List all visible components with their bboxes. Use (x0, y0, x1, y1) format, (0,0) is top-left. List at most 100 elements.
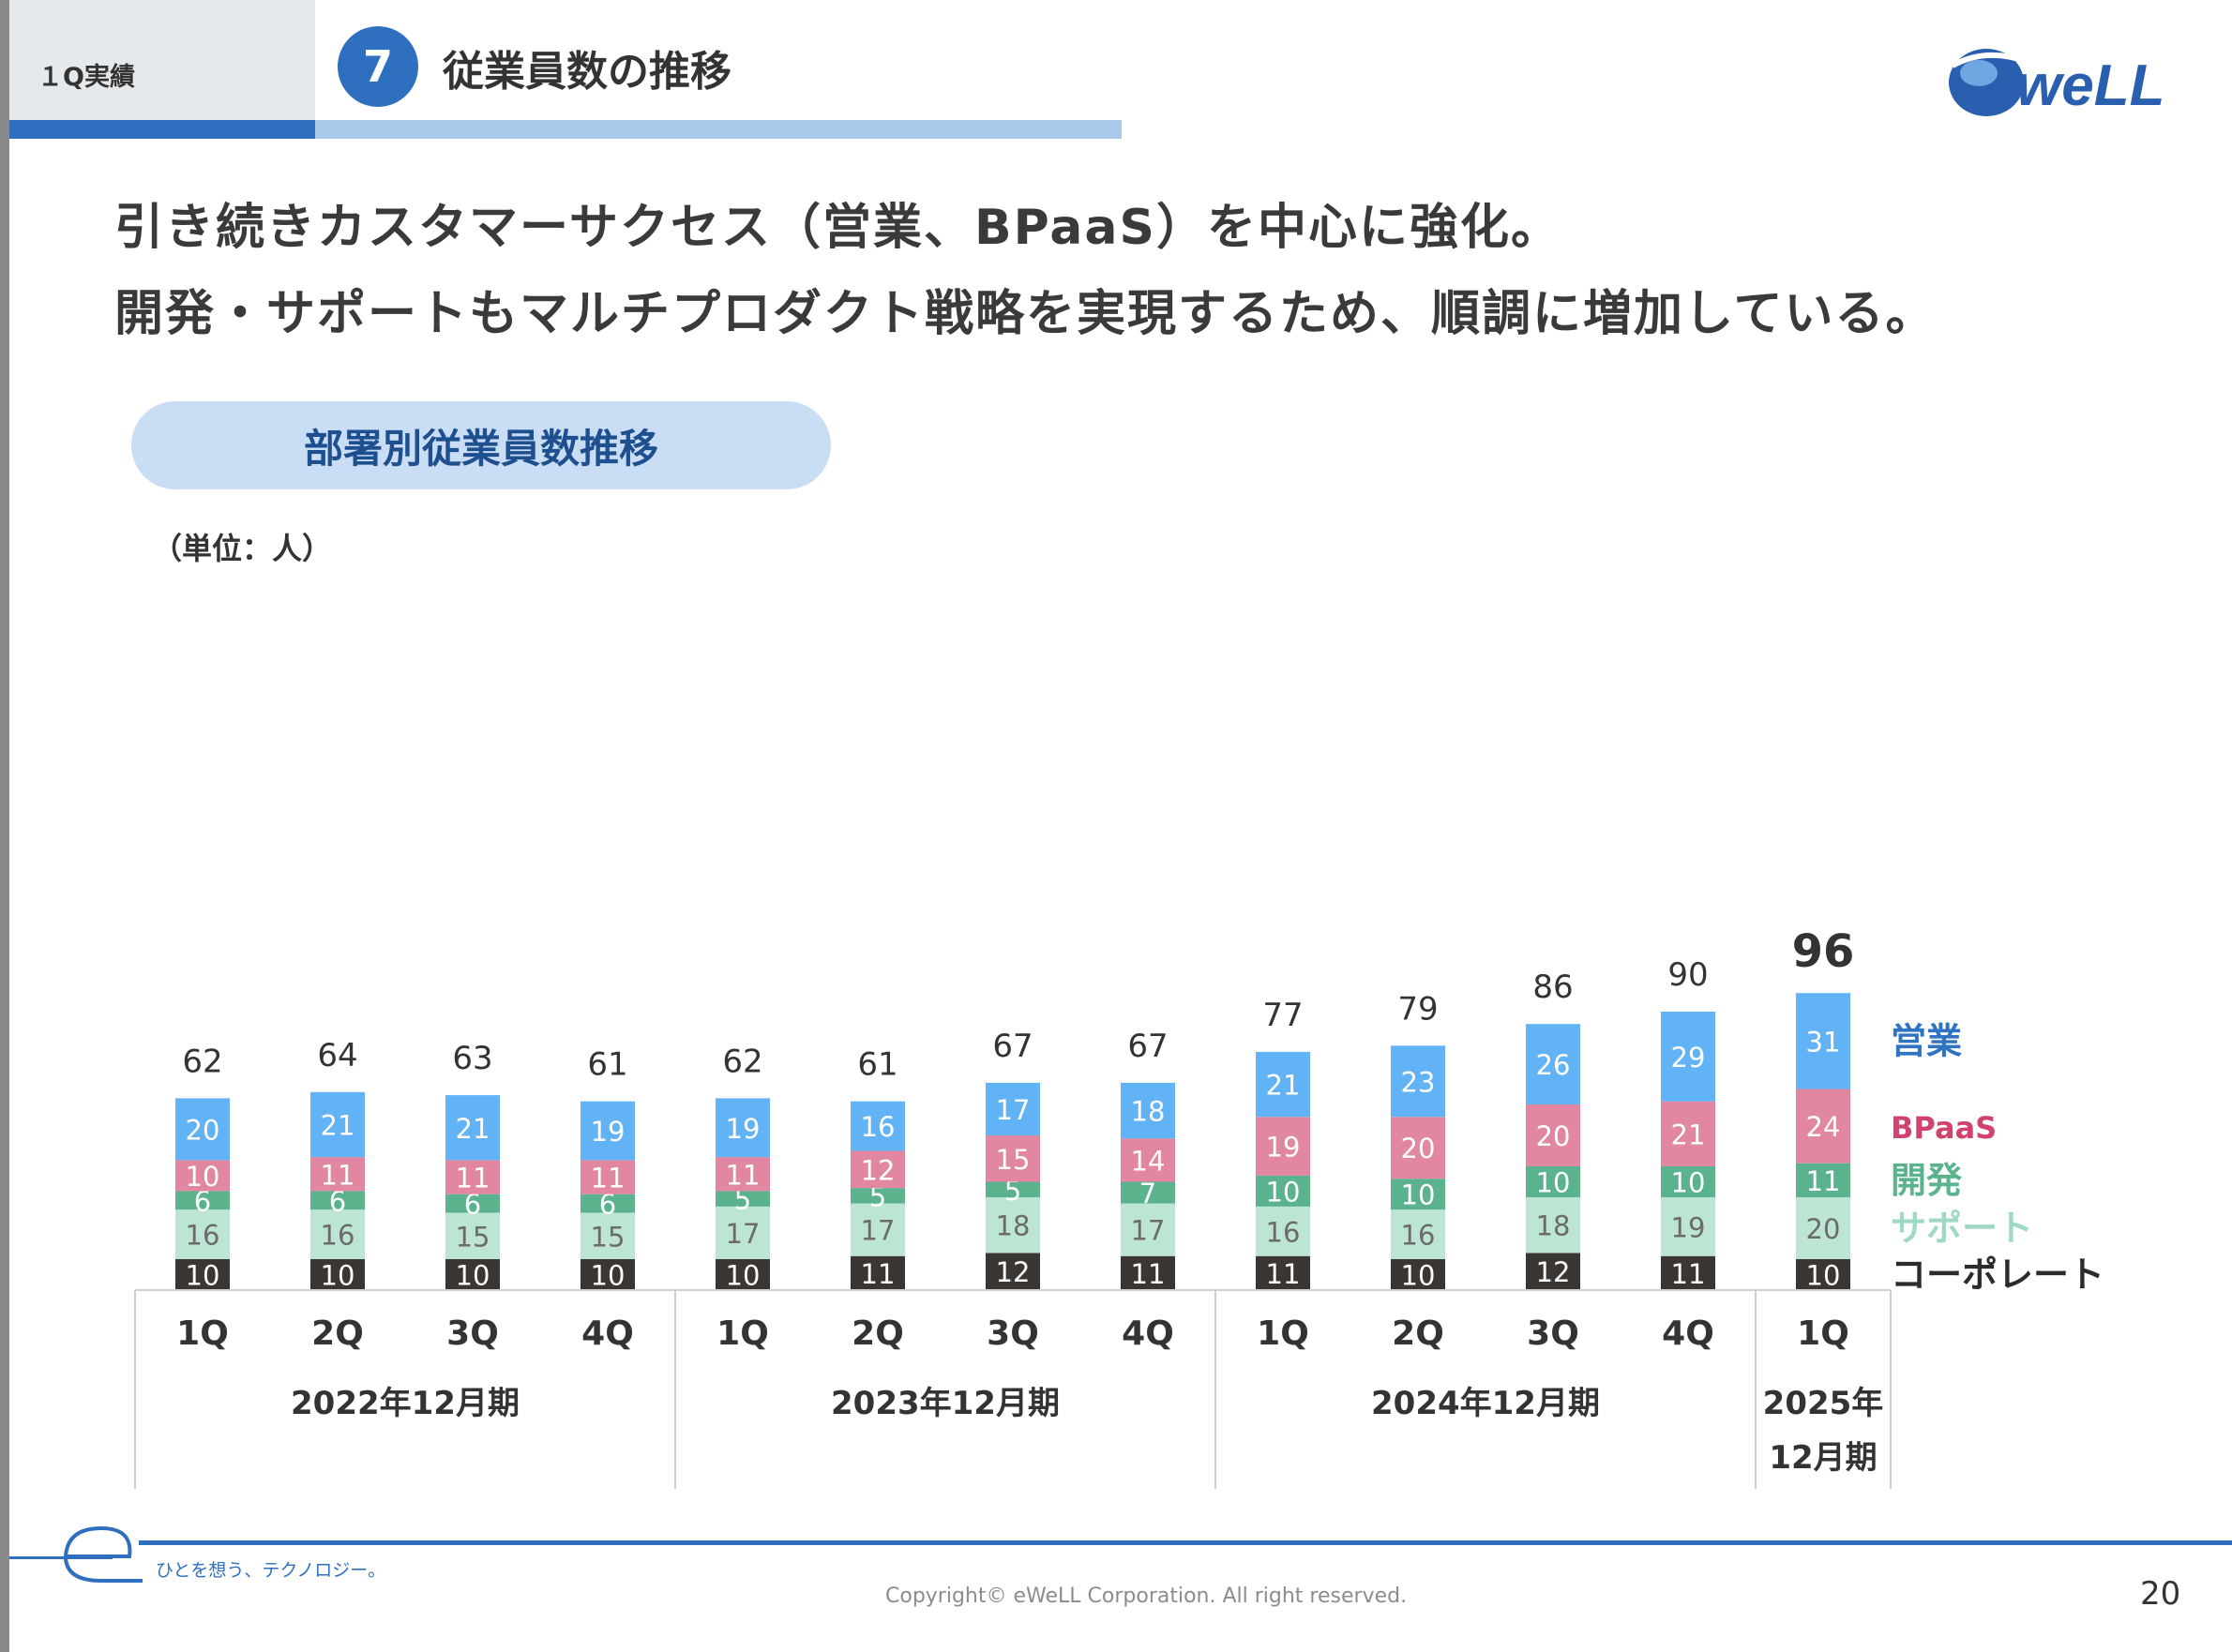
total-value-label: 62 (182, 1043, 222, 1080)
segment-value-label: 10 (456, 1260, 490, 1292)
segment-value-label: 11 (1266, 1258, 1301, 1290)
bar-segment-corporate (1661, 1255, 1715, 1290)
bar-segment-corporate (175, 1259, 230, 1290)
segment-value-label: 18 (1536, 1210, 1571, 1242)
bar-segment-sales (851, 1101, 905, 1151)
segment-value-label: 20 (1806, 1213, 1841, 1245)
footer-line-left (9, 1556, 113, 1559)
segment-value-label: 20 (186, 1114, 220, 1146)
segment-value-label: 31 (1806, 1026, 1841, 1058)
bar-segment-dev (310, 1191, 365, 1210)
quarter-tick-label: 1Q (176, 1314, 229, 1353)
segment-value-label: 16 (321, 1220, 355, 1252)
quarter-tick-label: 3Q (1527, 1314, 1579, 1353)
segment-value-label: 16 (861, 1111, 896, 1143)
bar-segment-bpaas (986, 1135, 1040, 1182)
segment-value-label: 15 (456, 1221, 490, 1253)
footer-line (139, 1540, 2232, 1545)
bar-segment-corporate (310, 1259, 365, 1290)
segment-value-label: 11 (1671, 1258, 1706, 1290)
headline-line-2: 開発・サポートもマルチプロダクト戦略を実現するため、順調に増加している。 (114, 286, 1937, 342)
total-value-label: 79 (1397, 990, 1438, 1028)
section-tab-underline (9, 120, 315, 139)
bar-segment-bpaas (1796, 1089, 1850, 1164)
slide: １Q実績 7 従業員数の推移 weLL 引き続きカスタマーサクセス（営業、BPa… (9, 0, 2232, 1652)
bar-segment-sales (1526, 1024, 1580, 1104)
bar-segment-bpaas (175, 1160, 230, 1192)
segment-value-label: 10 (186, 1161, 220, 1193)
legend-label-dev: 開発 (1891, 1160, 1963, 1201)
total-value-label: 67 (1127, 1028, 1168, 1065)
segment-value-label: 6 (194, 1185, 211, 1217)
total-value-label: 67 (992, 1028, 1033, 1065)
total-value-label: 61 (587, 1046, 627, 1084)
bar-segment-bpaas (1391, 1117, 1445, 1179)
segment-value-label: 26 (1536, 1049, 1571, 1081)
segment-value-label: 10 (1536, 1167, 1571, 1199)
segment-value-label: 15 (996, 1144, 1031, 1176)
segment-value-label: 6 (464, 1189, 481, 1221)
section-label: １Q実績 (38, 63, 135, 92)
chart-title-pill: 部署別従業員数推移 (131, 401, 831, 489)
fiscal-year-label: 2024年12月期 (1371, 1385, 1600, 1422)
legend-label-corporate: コーポレート (1891, 1254, 2104, 1296)
bar-segment-dev (986, 1181, 1040, 1197)
page-number: 20 (2140, 1575, 2181, 1613)
segment-value-label: 21 (456, 1113, 490, 1145)
segment-value-label: 21 (1671, 1119, 1706, 1150)
segment-value-label: 10 (186, 1260, 220, 1292)
segment-value-label: 17 (726, 1218, 761, 1250)
segment-value-label: 7 (1139, 1178, 1156, 1209)
segment-value-label: 11 (861, 1258, 896, 1290)
bar-segment-dev (1256, 1175, 1310, 1207)
legend-label-support: サポート (1891, 1208, 2033, 1249)
section-tab: １Q実績 (9, 0, 315, 139)
segment-value-label: 6 (599, 1189, 616, 1221)
bar-segment-corporate (581, 1259, 635, 1290)
headline-line-1: 引き続きカスタマーサクセス（営業、BPaaS）を中心に強化。 (114, 200, 1561, 256)
fiscal-year-label: 2022年12月期 (291, 1385, 520, 1422)
fiscal-year-label: 2023年12月期 (831, 1385, 1060, 1422)
bar-segment-corporate (1796, 1259, 1850, 1290)
quarter-tick-label: 3Q (446, 1314, 499, 1353)
segment-value-label: 11 (726, 1159, 761, 1191)
bar-segment-dev (175, 1191, 230, 1210)
quarter-tick-label: 4Q (581, 1314, 634, 1353)
ewell-logo: weLL (1949, 49, 2164, 118)
segment-value-label: 12 (861, 1154, 896, 1186)
page-title: 従業員数の推移 (443, 48, 731, 96)
segment-value-label: 16 (186, 1220, 220, 1252)
bar-segment-sales (1256, 1051, 1310, 1118)
bar-segment-support (1796, 1197, 1850, 1259)
bar-segment-support (1526, 1197, 1580, 1254)
bar-segment-dev (1796, 1163, 1850, 1197)
bar-segment-corporate (1121, 1255, 1175, 1290)
bar-segment-support (445, 1212, 500, 1259)
segment-value-label: 19 (726, 1113, 761, 1145)
quarter-tick-label: 4Q (1662, 1314, 1714, 1353)
bar-segment-bpaas (716, 1157, 770, 1192)
fiscal-year-label: 2025年 (1763, 1385, 1884, 1422)
bar-segment-dev (445, 1194, 500, 1213)
segment-value-label: 12 (1536, 1256, 1571, 1288)
segment-value-label: 10 (1671, 1167, 1706, 1199)
segment-value-label: 20 (1536, 1120, 1571, 1152)
quarter-tick-label: 3Q (987, 1314, 1039, 1353)
bar-segment-support (1661, 1197, 1715, 1256)
bar-segment-dev (851, 1188, 905, 1204)
bar-segment-dev (1661, 1166, 1715, 1197)
segment-value-label: 10 (1401, 1260, 1436, 1292)
segment-value-label: 20 (1401, 1133, 1436, 1164)
section-number-badge: 7 (338, 26, 418, 107)
segment-value-label: 11 (1806, 1165, 1841, 1197)
segment-value-label: 5 (734, 1184, 751, 1216)
bar-segment-support (581, 1212, 635, 1259)
segment-value-label: 19 (1671, 1211, 1706, 1243)
bar-segment-support (310, 1209, 365, 1259)
bar-segment-support (1391, 1209, 1445, 1259)
segment-value-label: 11 (456, 1163, 490, 1194)
quarter-tick-label: 2Q (1392, 1314, 1444, 1353)
total-value-label: 64 (317, 1037, 357, 1074)
segment-value-label: 12 (996, 1256, 1031, 1288)
quarter-tick-label: 1Q (1257, 1314, 1309, 1353)
